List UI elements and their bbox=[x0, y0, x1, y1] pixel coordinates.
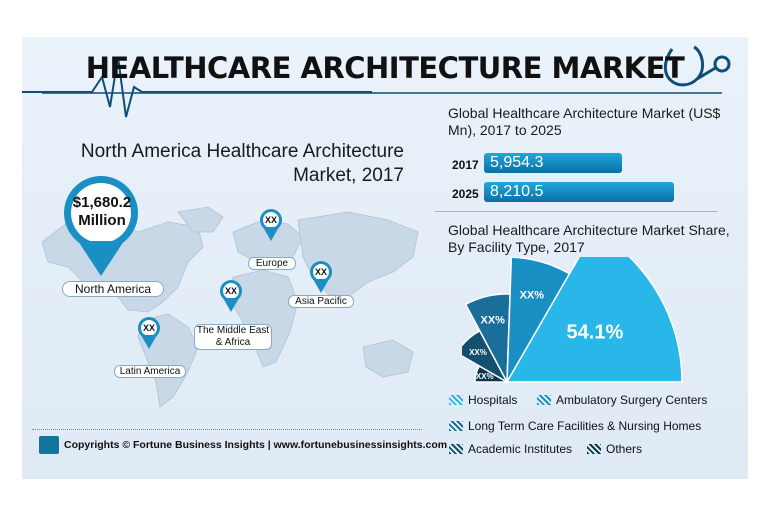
share-label-ambulatory-surgery-centers: XX% bbox=[520, 289, 545, 301]
latin-america-value: XX bbox=[142, 323, 155, 333]
asia-pacific-pin-icon bbox=[310, 261, 332, 293]
legend-swatch-others bbox=[587, 444, 601, 454]
bar-2017 bbox=[484, 153, 622, 173]
latin-america-label: Latin America bbox=[114, 365, 186, 378]
section-divider bbox=[435, 211, 718, 212]
share-label-others: XX% bbox=[476, 372, 494, 381]
map-section-title: North America Healthcare Architecture Ma… bbox=[80, 141, 404, 186]
middle-east-value: XX bbox=[224, 286, 237, 296]
share-label-academic-institutes: XX% bbox=[469, 348, 487, 357]
bar-category-2025: 2025 bbox=[452, 187, 479, 201]
legend-long-term: Long Term Care Facilities & Nursing Home… bbox=[449, 419, 701, 433]
middle-east-pin-icon bbox=[220, 280, 242, 312]
europe-label: Europe bbox=[248, 257, 296, 270]
asia-pacific-label: Asia Pacific bbox=[288, 295, 354, 308]
middle-east-label: The Middle East & Africa bbox=[194, 324, 272, 350]
page-title: HEALTHCARE ARCHITECTURE MARKET bbox=[85, 51, 685, 85]
heartbeat-line-icon bbox=[22, 56, 722, 118]
share-label-hospitals: 54.1% bbox=[567, 321, 624, 343]
legend-swatch-ambulatory bbox=[537, 395, 551, 405]
bar-category-2017: 2017 bbox=[452, 158, 479, 172]
latin-america-pin-icon bbox=[138, 317, 160, 349]
fortune-business-insights-logo-icon bbox=[39, 436, 59, 454]
north-america-label: North America bbox=[62, 281, 164, 297]
asia-pacific-value: XX bbox=[314, 267, 327, 277]
europe-value: XX bbox=[264, 215, 277, 225]
north-america-value: $1,680.2 Million bbox=[72, 194, 132, 229]
bar-2025 bbox=[484, 182, 674, 202]
bar-value-2017: 5,954.3 bbox=[490, 154, 544, 171]
market-share-chart: XX% XX% XX% XX% 54.1% bbox=[462, 257, 683, 385]
legend-swatch-long-term bbox=[449, 421, 463, 431]
legend-academic: Academic Institutes bbox=[449, 442, 572, 456]
infographic-canvas: HEALTHCARE ARCHITECTURE MARKET North Ame… bbox=[22, 37, 748, 479]
legend-ambulatory: Ambulatory Surgery Centers bbox=[537, 393, 707, 407]
europe-pin-icon bbox=[260, 209, 282, 241]
share-label-long-term-care-facilities-nursing-homes: XX% bbox=[481, 314, 506, 326]
legend-swatch-academic bbox=[449, 444, 463, 454]
north-america-pin-icon bbox=[64, 176, 138, 276]
share-sector-hospitals bbox=[505, 257, 683, 383]
footer-divider bbox=[32, 429, 422, 430]
legend-hospitals: Hospitals bbox=[449, 393, 517, 407]
market-share-chart-title: Global Healthcare Architecture Market Sh… bbox=[448, 222, 730, 255]
legend-swatch-hospitals bbox=[449, 395, 463, 405]
market-size-chart-title: Global Healthcare Architecture Market (U… bbox=[448, 105, 721, 138]
footer-copyright: Copyrights © Fortune Business Insights |… bbox=[64, 439, 448, 451]
stethoscope-icon bbox=[663, 45, 731, 87]
legend-others: Others bbox=[587, 442, 642, 456]
bar-value-2025: 8,210.5 bbox=[490, 183, 544, 200]
